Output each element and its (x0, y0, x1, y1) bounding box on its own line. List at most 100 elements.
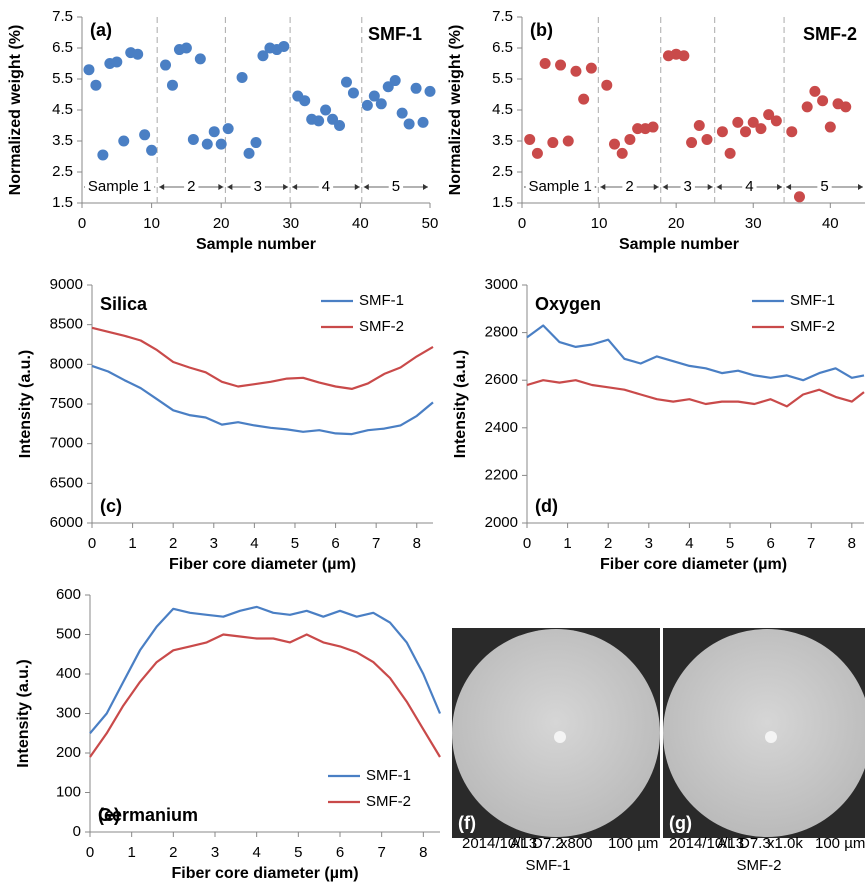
data-point (403, 118, 415, 130)
data-point (139, 129, 151, 141)
x-tick-label: 0 (88, 535, 96, 552)
group-label: 3 (684, 178, 692, 195)
data-point (601, 79, 613, 91)
data-point (118, 135, 130, 147)
x-tick-label: 6 (331, 535, 339, 552)
group-label: 4 (322, 178, 330, 195)
annotation: Silica (100, 294, 148, 314)
y-tick-label: 3.5 (492, 132, 513, 149)
legend-label: SMF-1 (366, 767, 411, 784)
data-point (257, 50, 269, 62)
data-point (250, 137, 262, 149)
y-tick-label: 6.5 (492, 39, 513, 56)
data-point (809, 85, 821, 97)
info-text: 2014/10/13 (669, 835, 744, 852)
y-axis-label: Normalized weight (%) (7, 25, 24, 196)
chart-panel: 1.5 2.5 3.5 4.5 5.5 6.5 7.5 0 10 20 30 40 50 Sample n… (7, 8, 438, 253)
x-tick-label: 20 (668, 215, 685, 232)
panel-label: (g) (669, 813, 692, 833)
x-axis-label: Fiber core diameter (µm) (171, 865, 358, 882)
data-point (724, 147, 736, 159)
label-bg (388, 179, 404, 195)
legend-label: SMF-1 (790, 292, 835, 309)
data-line (91, 364, 434, 436)
data-point (111, 56, 123, 68)
y-tick-label: 8500 (50, 316, 83, 333)
y-tick-label: 2400 (485, 419, 518, 436)
data-point (389, 75, 401, 87)
x-tick-label: 0 (523, 535, 531, 552)
data-point (770, 115, 782, 127)
y-tick-label: 100 (56, 783, 81, 800)
info-text: D7.2 (532, 835, 564, 852)
info-text: x1.0k (767, 835, 803, 852)
y-tick-label: 9000 (50, 276, 83, 293)
panel-label: (b) (530, 20, 553, 40)
y-tick-label: 7500 (50, 395, 83, 412)
legend-label: SMF-2 (790, 318, 835, 335)
info-text: 2014/10/13 (462, 835, 537, 852)
y-tick-label: 7.5 (52, 8, 73, 25)
annotation: Germanium (98, 805, 198, 825)
chart-panel: 0 100 200 300 400 500 600 0 1 2 3 4 5 6 7 8 Fiber core d… (15, 586, 442, 882)
data-point (632, 123, 644, 135)
panel-label: (a) (90, 20, 112, 40)
data-point (555, 59, 567, 71)
x-tick-label: 40 (822, 215, 839, 232)
data-point (732, 116, 744, 128)
y-tick-label: 5.5 (492, 70, 513, 87)
data-point (824, 121, 836, 133)
label-bg (84, 179, 155, 195)
y-tick-label: 2800 (485, 324, 518, 341)
x-tick-label: 1 (127, 844, 135, 861)
info-text: x800 (560, 835, 593, 852)
y-axis-label: Intensity (a.u.) (452, 350, 469, 458)
data-point (624, 133, 636, 145)
y-tick-label: 6.5 (52, 39, 73, 56)
group-label: Sample 1 (528, 178, 591, 195)
x-axis-label: Fiber core diameter (µm) (169, 556, 356, 573)
data-point (410, 82, 422, 94)
y-tick-label: 1.5 (52, 194, 73, 211)
data-point (740, 126, 752, 138)
y-tick-label: 2200 (485, 466, 518, 483)
data-point (786, 126, 798, 138)
data-point (299, 95, 311, 107)
y-tick-label: 2600 (485, 371, 518, 388)
x-tick-label: 20 (213, 215, 230, 232)
data-point (570, 65, 582, 77)
y-tick-label: 8000 (50, 355, 83, 372)
panel-label: (d) (535, 496, 558, 516)
x-axis-label: Sample number (196, 236, 316, 253)
x-tick-label: 3 (210, 535, 218, 552)
data-point (747, 116, 759, 128)
fiber-core (554, 731, 566, 743)
data-line (91, 326, 434, 390)
group-label: 5 (392, 178, 400, 195)
data-point (187, 133, 199, 145)
data-point (215, 138, 227, 150)
data-point (608, 138, 620, 150)
data-point (166, 79, 178, 91)
data-point (616, 147, 628, 159)
info-text: 100 µm (608, 835, 658, 852)
y-tick-label: 6500 (50, 474, 83, 491)
data-line (526, 379, 865, 408)
data-point (320, 104, 332, 116)
data-point (801, 101, 813, 113)
x-tick-label: 50 (422, 215, 439, 232)
x-tick-label: 5 (291, 535, 299, 552)
info-text: 100 µm (815, 835, 865, 852)
legend-label: SMF-2 (366, 793, 411, 810)
data-point (368, 90, 380, 102)
y-axis-label: Intensity (a.u.) (15, 659, 32, 767)
x-tick-label: 8 (848, 535, 856, 552)
data-point (208, 126, 220, 138)
data-line (89, 633, 441, 758)
x-tick-label: 4 (685, 535, 693, 552)
data-point (686, 137, 698, 149)
y-tick-label: 3.5 (52, 132, 73, 149)
x-axis-label: Fiber core diameter (µm) (600, 556, 787, 573)
x-tick-label: 3 (211, 844, 219, 861)
